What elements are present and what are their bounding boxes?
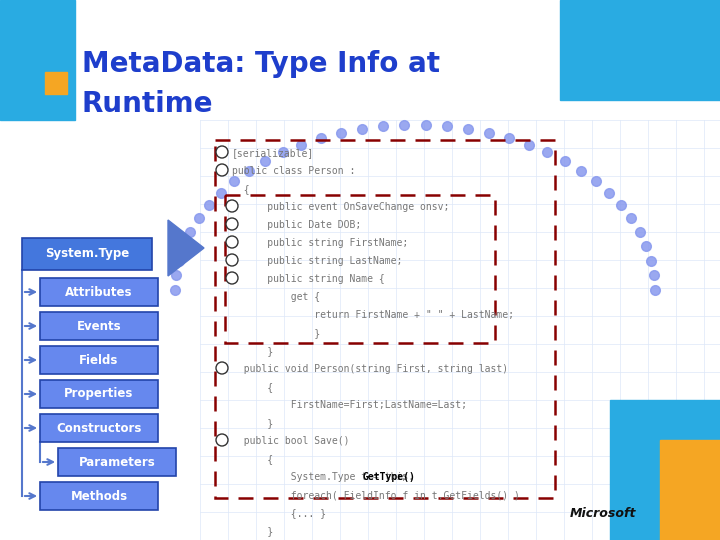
Text: {: { <box>232 184 250 194</box>
Bar <box>40 414 158 442</box>
Circle shape <box>226 272 238 284</box>
Text: public string FirstName;: public string FirstName; <box>232 238 408 248</box>
Bar <box>40 312 158 340</box>
Circle shape <box>216 146 228 158</box>
Text: get {: get { <box>232 292 320 302</box>
Text: public bool Save(): public bool Save() <box>232 436 349 446</box>
Text: public string LastName;: public string LastName; <box>232 256 402 266</box>
Text: }: } <box>232 526 273 536</box>
Text: {... }: {... } <box>232 508 326 518</box>
Bar <box>45 72 67 94</box>
Text: Microsoft: Microsoft <box>570 507 636 520</box>
Text: public event OnSaveChange onsv;: public event OnSaveChange onsv; <box>232 202 449 212</box>
Polygon shape <box>168 220 204 276</box>
Text: MetaData: Type Info at: MetaData: Type Info at <box>82 50 440 78</box>
Circle shape <box>226 218 238 230</box>
Bar <box>560 0 720 100</box>
Text: public class Person :: public class Person : <box>232 166 356 176</box>
Text: FirstName=First;LastName=Last;: FirstName=First;LastName=Last; <box>232 400 467 410</box>
Text: foreach( FieldInfo f in t.GetFields() ): foreach( FieldInfo f in t.GetFields() ) <box>232 490 520 500</box>
Bar <box>22 238 152 270</box>
Bar <box>40 380 158 408</box>
Text: GetType(): GetType() <box>362 472 415 482</box>
Text: }: } <box>232 328 320 338</box>
Text: {: { <box>232 454 273 464</box>
Text: System.Type: System.Type <box>45 247 129 260</box>
Text: Methods: Methods <box>71 489 127 503</box>
Bar <box>215 140 555 498</box>
Circle shape <box>226 200 238 212</box>
Circle shape <box>226 254 238 266</box>
Bar <box>40 482 158 510</box>
Circle shape <box>216 434 228 446</box>
Text: [serializable]: [serializable] <box>232 148 314 158</box>
Bar <box>660 440 720 540</box>
Circle shape <box>226 236 238 248</box>
Text: return FirstName + " " + LastName;: return FirstName + " " + LastName; <box>232 310 514 320</box>
Circle shape <box>216 164 228 176</box>
Text: {: { <box>232 382 273 392</box>
Bar <box>225 195 495 343</box>
Text: Constructors: Constructors <box>56 422 142 435</box>
Text: public Date DOB;: public Date DOB; <box>232 220 361 230</box>
Bar <box>40 346 158 374</box>
Text: }: } <box>232 418 273 428</box>
Circle shape <box>216 362 228 374</box>
Text: Events: Events <box>77 320 121 333</box>
Text: Fields: Fields <box>79 354 119 367</box>
Text: System.Type t = this.: System.Type t = this. <box>232 472 414 482</box>
Text: public void Person(string First, string last): public void Person(string First, string … <box>232 364 508 374</box>
Text: Attributes: Attributes <box>66 286 132 299</box>
Text: Properties: Properties <box>64 388 134 401</box>
Bar <box>0 0 75 120</box>
Text: Parameters: Parameters <box>78 456 156 469</box>
Text: }: } <box>232 346 273 356</box>
Bar <box>58 448 176 476</box>
Bar <box>40 278 158 306</box>
Text: Runtime: Runtime <box>82 90 214 118</box>
Text: public string Name {: public string Name { <box>232 274 384 284</box>
Bar <box>610 400 720 540</box>
Text: ;: ; <box>400 472 406 482</box>
